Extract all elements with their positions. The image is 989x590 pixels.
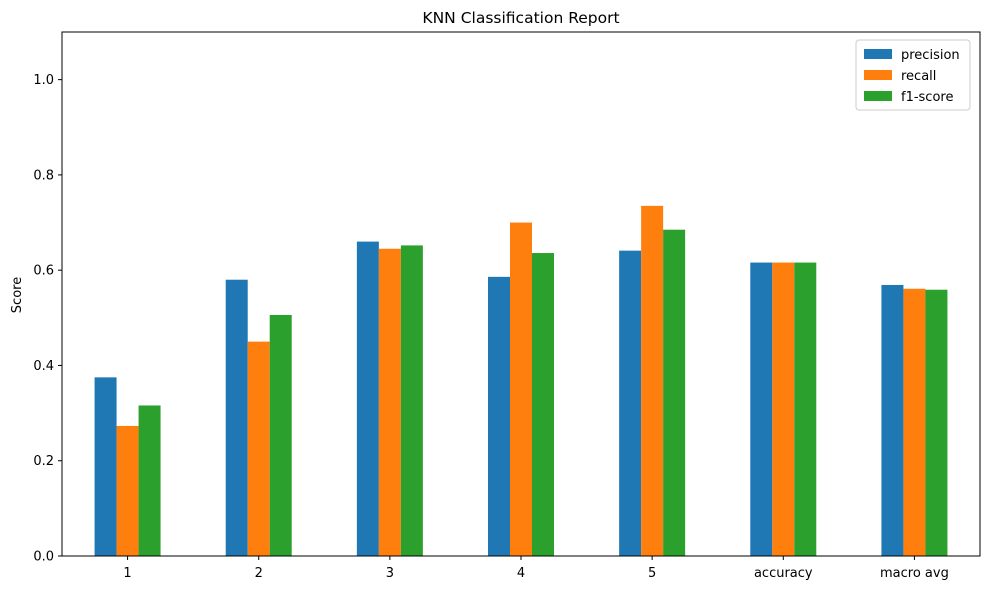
- bar-f1-score-macro-avg: [925, 289, 948, 556]
- x-tick-label: 2: [255, 566, 263, 581]
- legend-swatch-f1-score: [864, 91, 892, 101]
- bar-recall-5: [641, 205, 664, 556]
- bar-precision-accuracy: [750, 262, 773, 556]
- x-tick-label: 3: [386, 566, 394, 581]
- bar-precision-5: [619, 250, 642, 556]
- legend-label-recall: recall: [901, 69, 936, 84]
- y-tick-label: 0.4: [33, 359, 54, 374]
- bar-f1-score-1: [138, 405, 161, 556]
- y-axis-label: Score: [10, 277, 25, 313]
- bar-recall-1: [116, 425, 139, 556]
- x-ticks-group: 1 2 3 4 5 accuracy macro avg: [123, 556, 949, 581]
- bar-f1-score-5: [663, 229, 686, 556]
- x-tick-label: macro avg: [880, 566, 949, 581]
- bars-group: [94, 205, 948, 557]
- y-ticks-group: 0.0 0.2 0.4 0.6 0.8 1.0: [33, 73, 62, 565]
- bar-f1-score-2: [269, 314, 292, 556]
- plot-frame: [61, 31, 981, 557]
- bar-precision-1: [94, 377, 117, 556]
- bar-f1-score-3: [400, 245, 423, 556]
- x-tick-label: 5: [648, 566, 656, 581]
- y-tick-label: 1.0: [33, 73, 54, 88]
- y-tick-label: 0.6: [33, 264, 54, 279]
- bar-f1-score-accuracy: [794, 262, 817, 556]
- legend: precision recall f1-score: [855, 39, 971, 111]
- bar-recall-2: [247, 341, 270, 556]
- legend-swatch-recall: [864, 70, 892, 80]
- x-tick-label: 1: [123, 566, 131, 581]
- legend-label-precision: precision: [901, 48, 960, 63]
- bar-recall-macro-avg: [903, 288, 926, 556]
- chart-title: KNN Classification Report: [422, 9, 619, 27]
- bar-recall-accuracy: [772, 262, 795, 556]
- x-tick-label: accuracy: [754, 566, 813, 581]
- x-tick-label: 4: [517, 566, 525, 581]
- bar-f1-score-4: [532, 253, 554, 556]
- bar-precision-2: [225, 279, 248, 556]
- bar-precision-3: [356, 241, 379, 556]
- bar-recall-4: [510, 222, 532, 557]
- bar-precision-macro-avg: [881, 284, 904, 556]
- bar-precision-4: [488, 276, 510, 556]
- y-tick-label: 0.8: [33, 168, 54, 183]
- y-tick-label: 0.0: [33, 550, 54, 565]
- bar-recall-3: [378, 248, 401, 556]
- y-tick-label: 0.2: [33, 454, 54, 469]
- legend-swatch-precision: [864, 49, 892, 59]
- legend-label-f1-score: f1-score: [901, 90, 953, 105]
